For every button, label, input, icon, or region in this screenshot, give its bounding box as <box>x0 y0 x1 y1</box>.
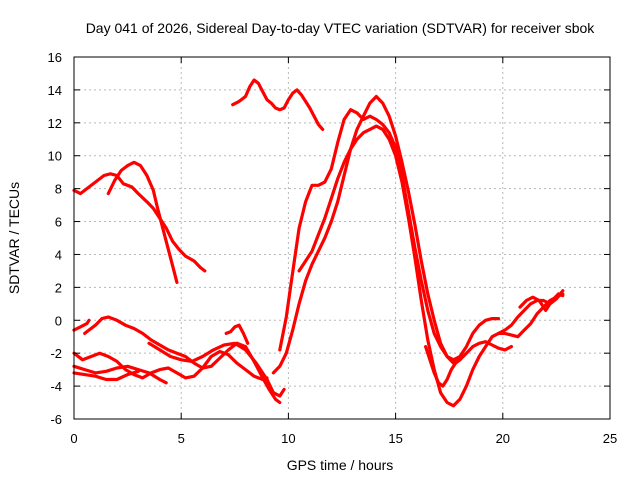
series-track-4 <box>72 349 269 382</box>
y-axis-label: SDTVAR / TECUs <box>6 182 22 294</box>
series-track-11 <box>271 94 513 375</box>
series-track-9 <box>224 323 250 345</box>
x-tick-labels: 0 5 10 15 20 25 <box>70 431 617 446</box>
series-track-5 <box>72 364 168 385</box>
y-tick-label: 6 <box>55 215 62 230</box>
series-track-10 <box>278 108 501 362</box>
series-track-1 <box>72 172 207 273</box>
series-track-8 <box>147 341 286 398</box>
x-tick-label: 5 <box>178 431 185 446</box>
grid-lines <box>74 57 610 419</box>
y-tick-label: 2 <box>55 280 62 295</box>
chart-title: Day 041 of 2026, Sidereal Day-to-day VTE… <box>86 20 596 36</box>
x-tick-label: 25 <box>603 431 617 446</box>
y-tick-label: 12 <box>48 116 62 131</box>
series-track-15 <box>518 292 565 312</box>
y-tick-label: 8 <box>55 182 62 197</box>
x-axis-label: GPS time / hours <box>287 457 394 473</box>
data-series <box>72 78 565 408</box>
x-tick-label: 20 <box>496 431 510 446</box>
plot-frame <box>73 56 611 420</box>
y-tick-label: -6 <box>50 412 62 427</box>
axis-ticks <box>73 56 611 420</box>
y-tick-label: -2 <box>50 346 62 361</box>
series-track-13 <box>424 345 462 388</box>
y-tick-label: 14 <box>48 83 62 98</box>
y-tick-label: 16 <box>48 50 62 65</box>
series-track-6 <box>72 369 140 382</box>
y-tick-labels: -6 -4 -2 0 2 4 6 8 10 12 14 16 <box>48 50 62 427</box>
series-track-16 <box>231 78 325 131</box>
x-tick-label: 15 <box>388 431 402 446</box>
y-tick-label: 4 <box>55 247 62 262</box>
y-tick-label: -4 <box>50 379 62 394</box>
series-track-3 <box>72 318 91 332</box>
x-tick-label: 0 <box>70 431 77 446</box>
y-tick-label: 0 <box>55 313 62 328</box>
x-tick-label: 10 <box>281 431 295 446</box>
series-track-12 <box>297 124 565 408</box>
series-track-2 <box>106 160 179 284</box>
y-tick-label: 10 <box>48 149 62 164</box>
